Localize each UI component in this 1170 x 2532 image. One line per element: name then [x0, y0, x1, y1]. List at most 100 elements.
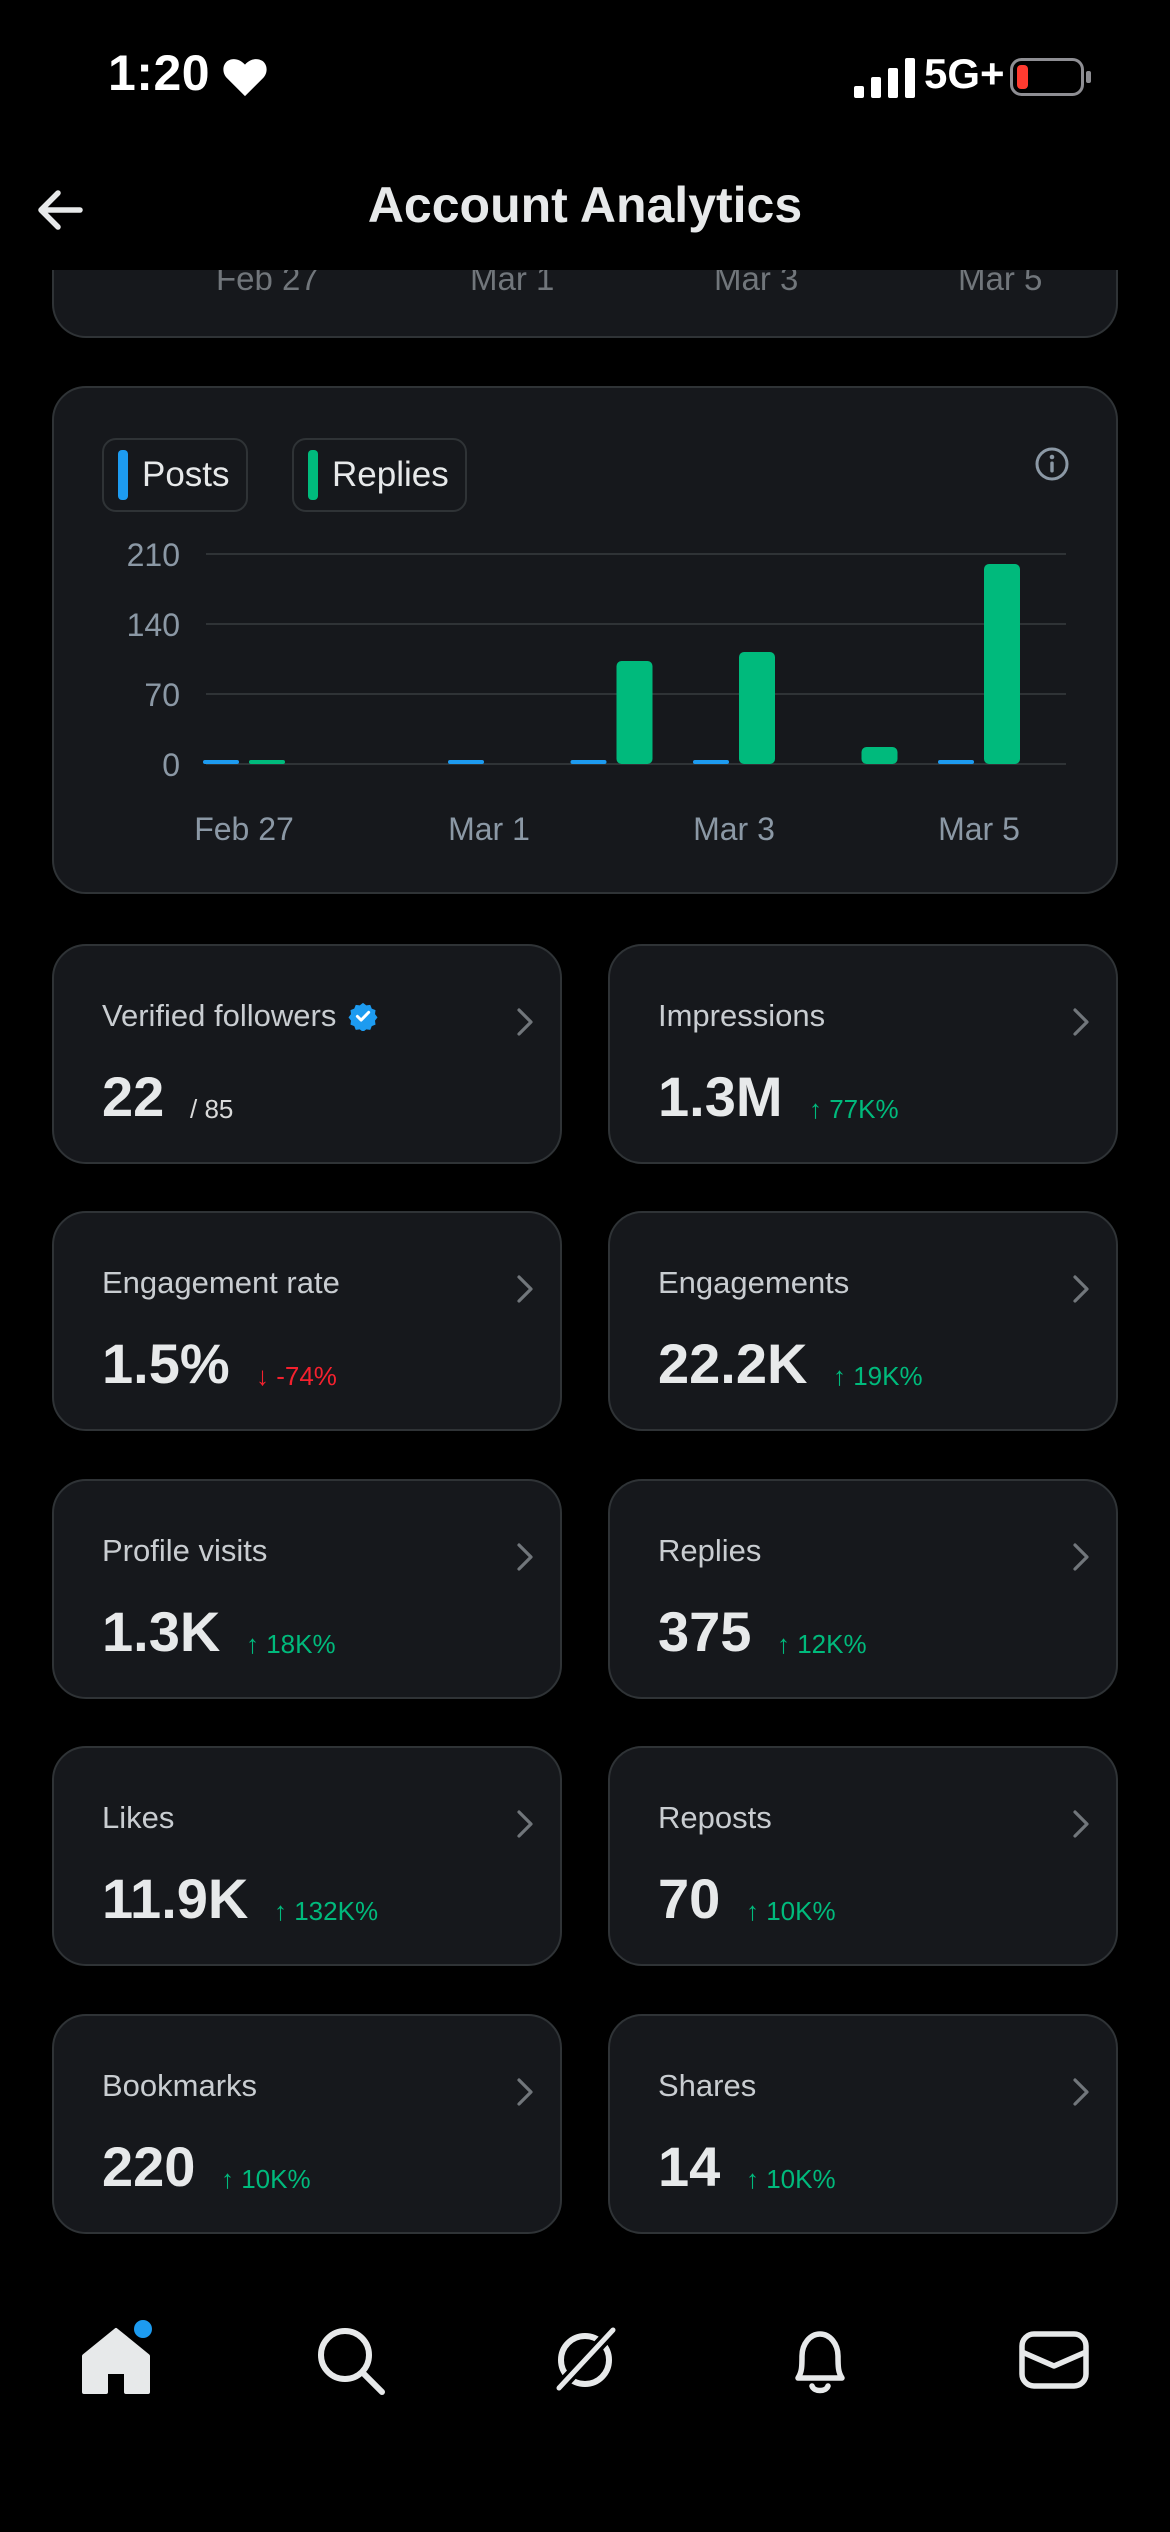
x-tick-label: Mar 3	[693, 811, 775, 847]
metric-label-text: Reposts	[658, 1800, 772, 1835]
bar-replies	[739, 652, 775, 764]
metric-value: 70	[658, 1867, 721, 1930]
metric-label-text: Engagement rate	[102, 1265, 340, 1300]
network-type: 5G+	[924, 50, 1005, 97]
back-arrow-icon[interactable]	[30, 180, 90, 240]
metric-value: 22	[102, 1065, 165, 1128]
posts-replies-chart: 210 140 70 0 Feb 27 Mar 1 Mar 3 Mar 5	[127, 537, 1066, 847]
y-tick-label: 210	[127, 537, 180, 573]
bar-posts	[448, 760, 484, 764]
metric-value: 1.3M	[658, 1065, 783, 1128]
signal-icon	[854, 58, 915, 98]
page-title: Account Analytics	[367, 177, 803, 233]
status-bar: 1:20 5G+	[0, 0, 1170, 150]
x-tick-label: Mar 1	[448, 811, 530, 847]
metric-change: ↑ 10K%	[221, 2164, 311, 2194]
battery-icon	[1010, 58, 1091, 96]
metric-label: Profile visits	[102, 1533, 267, 1569]
metric-card[interactable]: Bookmarks 220 ↑ 10K%	[52, 2014, 562, 2234]
bell-icon[interactable]	[780, 2320, 860, 2400]
metric-label: Bookmarks	[102, 2068, 257, 2104]
metric-card[interactable]: Engagements 22.2K ↑ 19K%	[608, 1211, 1118, 1431]
chevron-right-icon	[1073, 1008, 1089, 1036]
metric-label-text: Engagements	[658, 1265, 850, 1300]
nav-header: Account Analytics	[0, 150, 1170, 270]
metric-change: ↑ 12K%	[777, 1629, 867, 1659]
chevron-right-icon	[1073, 1275, 1089, 1303]
metric-card[interactable]: Reposts 70 ↑ 10K%	[608, 1746, 1118, 1966]
metric-label: Replies	[658, 1533, 761, 1569]
chevron-right-icon	[1073, 1543, 1089, 1571]
metric-total: / 85	[190, 1094, 234, 1124]
metric-card[interactable]: Shares 14 ↑ 10K%	[608, 2014, 1118, 2234]
metric-value: 14	[658, 2135, 721, 2198]
bar-posts	[570, 760, 607, 764]
legend-label: Replies	[332, 455, 449, 494]
y-tick-label: 0	[162, 747, 180, 783]
bar-posts	[203, 760, 239, 764]
bar-replies	[249, 760, 285, 764]
legend-replies[interactable]: Replies	[292, 438, 467, 512]
metric-label-text: Bookmarks	[102, 2068, 258, 2103]
metric-label-text: Shares	[658, 2068, 757, 2103]
metric-value: 1.5%	[102, 1332, 230, 1395]
metric-card[interactable]: Likes 11.9K ↑ 132K%	[52, 1746, 562, 1966]
legend-swatch-posts	[118, 450, 128, 500]
search-icon[interactable]	[310, 2320, 390, 2400]
metric-change: ↓ -74%	[256, 1361, 337, 1391]
chevron-right-icon	[517, 1008, 533, 1036]
metric-label-text: Likes	[102, 1800, 175, 1835]
metric-change: ↑ 77K%	[809, 1094, 899, 1124]
legend-label: Posts	[142, 455, 230, 494]
metric-card[interactable]: Replies 375 ↑ 12K%	[608, 1479, 1118, 1699]
metric-label-text: Verified followers	[102, 998, 337, 1033]
metric-label: Reposts	[658, 1800, 772, 1836]
metric-card[interactable]: Profile visits 1.3K ↑ 18K%	[52, 1479, 562, 1699]
x-tick-label: Feb 27	[194, 811, 294, 847]
metric-change: ↑ 10K%	[746, 1896, 836, 1926]
chevron-right-icon	[1073, 1810, 1089, 1838]
y-tick-label: 140	[127, 607, 180, 643]
bar-replies	[861, 747, 898, 764]
status-time: 1:20	[108, 45, 211, 101]
metric-label-text: Replies	[658, 1533, 762, 1568]
metric-label: Shares	[658, 2068, 756, 2104]
x-tick-label: Mar 5	[938, 811, 1020, 847]
metric-card[interactable]: Engagement rate 1.5% ↓ -74%	[52, 1211, 562, 1431]
heart-icon	[223, 59, 267, 97]
metric-card[interactable]: Verified followers 22 / 85	[52, 944, 562, 1164]
metric-label: Engagement rate	[102, 1265, 340, 1301]
info-icon[interactable]	[1032, 444, 1072, 484]
chevron-right-icon	[517, 1543, 533, 1571]
home-notification-dot	[134, 2320, 152, 2338]
verified-badge-icon	[348, 1002, 378, 1031]
metric-label: Engagements	[658, 1265, 849, 1301]
metric-value: 11.9K	[102, 1867, 249, 1930]
metric-value: 375	[658, 1600, 752, 1663]
bottom-tab-bar	[0, 2270, 1170, 2532]
bar-replies	[616, 661, 653, 764]
chevron-right-icon	[517, 1810, 533, 1838]
metric-card[interactable]: Impressions 1.3M ↑ 77K%	[608, 944, 1118, 1164]
chevron-right-icon	[1073, 2078, 1089, 2106]
bar-posts	[693, 760, 729, 764]
metric-value: 22.2K	[658, 1332, 808, 1395]
metric-label: Impressions	[658, 998, 825, 1034]
bar-posts	[938, 760, 974, 764]
metric-label-text: Profile visits	[102, 1533, 268, 1568]
chevron-right-icon	[517, 1275, 533, 1303]
metric-change: ↑ 10K%	[746, 2164, 836, 2194]
mail-icon[interactable]	[1014, 2320, 1094, 2400]
legend-swatch-replies	[308, 450, 318, 500]
legend-posts[interactable]: Posts	[102, 438, 248, 512]
metric-change: ↑ 19K%	[833, 1361, 923, 1391]
metric-value: 220	[102, 2135, 196, 2198]
grok-icon[interactable]	[545, 2320, 625, 2400]
home-icon[interactable]	[76, 2320, 156, 2400]
chevron-right-icon	[517, 2078, 533, 2106]
posts-replies-chart-card: Posts Replies 210 140 70 0 Feb 27 Mar 1 Mar 3 M…	[52, 386, 1118, 894]
y-tick-label: 70	[144, 677, 180, 713]
metric-change: ↑ 18K%	[246, 1629, 336, 1659]
metric-label: Verified followers	[102, 998, 378, 1034]
metric-label-text: Impressions	[658, 998, 826, 1033]
